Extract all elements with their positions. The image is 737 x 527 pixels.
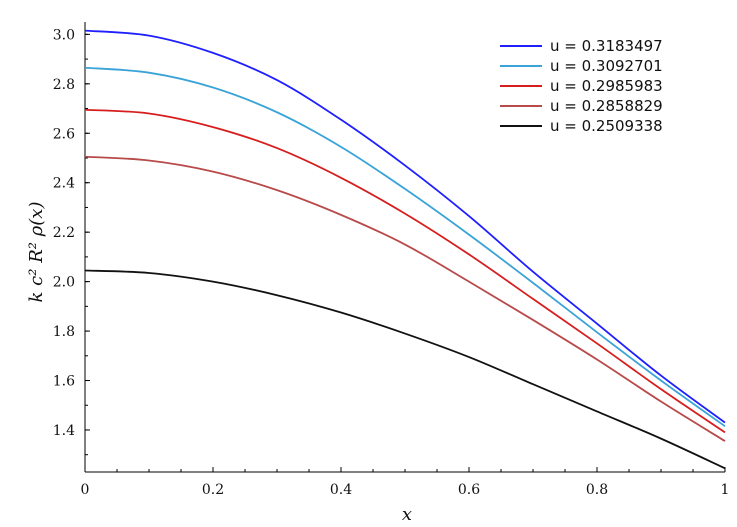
series-line-5: [84, 269, 726, 470]
y-tick-label: 3.0: [53, 27, 75, 43]
y-tick-label: 2.8: [53, 77, 75, 93]
y-tick-label: 2.0: [53, 275, 75, 291]
x-tick-label: 0.6: [458, 482, 480, 498]
y-tick-label: 1.4: [53, 423, 75, 439]
y-tick-label: 1.6: [53, 374, 75, 390]
x-tick-label: 0: [81, 482, 90, 498]
y-ticks: 1.4 1.6 1.8 2.0 2.2 2.4 2.6 2.8 3.0: [53, 27, 90, 456]
y-axis-label: k c² R² ρ(x): [26, 202, 47, 303]
legend: u = 0.3183497 u = 0.3092701 u = 0.2985983 u…: [500, 37, 663, 135]
x-axis-label: x: [402, 504, 412, 525]
legend-label-5: u = 0.2509338: [550, 117, 663, 135]
series-line-1: [84, 29, 726, 424]
y-tick-label: 2.6: [53, 126, 75, 142]
x-tick-label: 0.2: [202, 482, 224, 498]
legend-label-4: u = 0.2858829: [550, 97, 663, 115]
y-tick-label: 2.4: [53, 176, 75, 192]
y-tick-label: 1.8: [53, 324, 75, 340]
legend-label-1: u = 0.3183497: [550, 37, 663, 55]
series-lines: [84, 29, 726, 470]
series-line-4: [84, 155, 726, 442]
x-ticks: 0 0.2 0.4 0.6 0.8 1: [81, 467, 730, 498]
x-tick-label: 0.4: [330, 482, 352, 498]
x-tick-label: 0.8: [586, 482, 608, 498]
series-line-3: [84, 108, 726, 434]
y-tick-label: 2.2: [53, 225, 75, 241]
series-line-2: [84, 66, 726, 427]
x-tick-label: 1: [721, 482, 730, 498]
legend-label-3: u = 0.2985983: [550, 77, 663, 95]
legend-label-2: u = 0.3092701: [550, 57, 663, 75]
